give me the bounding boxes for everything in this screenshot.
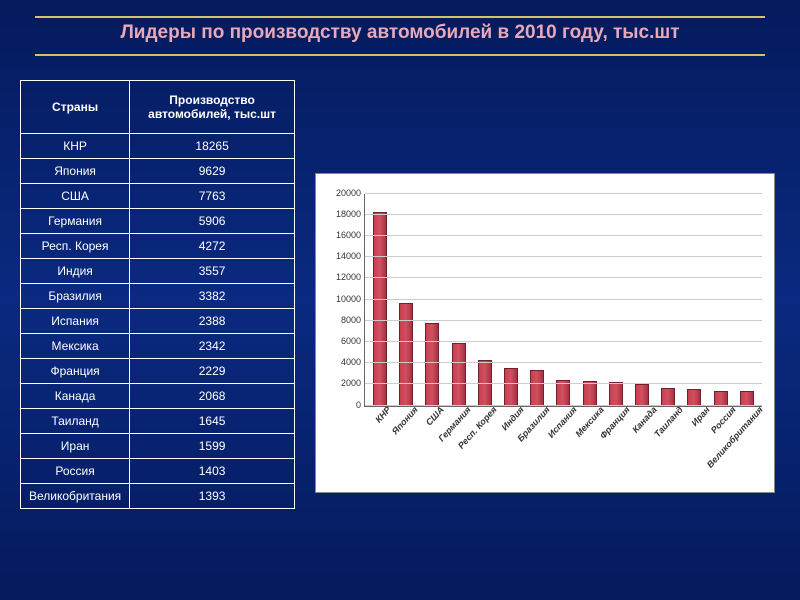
bar: [452, 343, 466, 406]
col-country: Страны: [21, 81, 130, 134]
y-tick-label: 20000: [336, 188, 365, 198]
table-row: Великобритания1393: [21, 484, 295, 509]
cell-value: 1645: [130, 409, 295, 434]
cell-value: 3382: [130, 284, 295, 309]
cell-country: Япония: [21, 159, 130, 184]
bar-group: [365, 194, 762, 406]
cell-value: 4272: [130, 234, 295, 259]
table-row: Франция2229: [21, 359, 295, 384]
cell-value: 3557: [130, 259, 295, 284]
cell-country: КНР: [21, 134, 130, 159]
cell-country: Россия: [21, 459, 130, 484]
y-tick-label: 12000: [336, 272, 365, 282]
col-value: Производство автомобилей, тыс.шт: [130, 81, 295, 134]
table-row: КНР18265: [21, 134, 295, 159]
x-axis-labels: КНРЯпонияСШАГерманияРесп. КореяИндияБраз…: [364, 407, 762, 492]
cell-value: 1599: [130, 434, 295, 459]
grid-line: 8000: [365, 320, 762, 321]
y-tick-label: 10000: [336, 294, 365, 304]
cell-country: Таиланд: [21, 409, 130, 434]
grid-line: 14000: [365, 256, 762, 257]
table-row: Индия3557: [21, 259, 295, 284]
title-rule-bottom: [35, 54, 765, 56]
cell-country: США: [21, 184, 130, 209]
grid-line: 10000: [365, 299, 762, 300]
chart-wrap: 0200040006000800010000120001400016000180…: [310, 80, 780, 585]
grid-line: 16000: [365, 235, 762, 236]
content-area: Страны Производство автомобилей, тыс.шт …: [20, 80, 780, 585]
title-rule-top: [35, 16, 765, 18]
table-row: Таиланд1645: [21, 409, 295, 434]
bar: [425, 323, 439, 405]
table-row: Германия5906: [21, 209, 295, 234]
cell-country: Респ. Корея: [21, 234, 130, 259]
table-row: Испания2388: [21, 309, 295, 334]
cell-value: 18265: [130, 134, 295, 159]
page-title: Лидеры по производству автомобилей в 201…: [0, 22, 800, 44]
cell-value: 2068: [130, 384, 295, 409]
cell-value: 1393: [130, 484, 295, 509]
bar: [373, 212, 387, 406]
y-tick-label: 14000: [336, 251, 365, 261]
data-table-wrap: Страны Производство автомобилей, тыс.шт …: [20, 80, 295, 585]
grid-line: 4000: [365, 362, 762, 363]
bar: [740, 391, 754, 406]
bar: [661, 388, 675, 405]
table-row: Мексика2342: [21, 334, 295, 359]
cell-value: 7763: [130, 184, 295, 209]
cell-value: 2388: [130, 309, 295, 334]
grid-line: 12000: [365, 277, 762, 278]
grid-line: 18000: [365, 214, 762, 215]
cell-country: Франция: [21, 359, 130, 384]
y-tick-label: 8000: [341, 315, 365, 325]
cell-value: 2229: [130, 359, 295, 384]
cell-country: Иран: [21, 434, 130, 459]
table-row: США7763: [21, 184, 295, 209]
grid-line: 6000: [365, 341, 762, 342]
data-table: Страны Производство автомобилей, тыс.шт …: [20, 80, 295, 509]
bar: [504, 368, 518, 406]
cell-country: Бразилия: [21, 284, 130, 309]
cell-country: Германия: [21, 209, 130, 234]
bar: [583, 381, 597, 406]
plot-area: 0200040006000800010000120001400016000180…: [364, 194, 762, 407]
table-row: Россия1403: [21, 459, 295, 484]
bar: [530, 370, 544, 406]
cell-country: Великобритания: [21, 484, 130, 509]
cell-value: 1403: [130, 459, 295, 484]
cell-country: Индия: [21, 259, 130, 284]
table-row: Канада2068: [21, 384, 295, 409]
bar: [609, 382, 623, 406]
cell-value: 5906: [130, 209, 295, 234]
cell-country: Канада: [21, 384, 130, 409]
cell-value: 2342: [130, 334, 295, 359]
bar: [714, 391, 728, 406]
table-header-row: Страны Производство автомобилей, тыс.шт: [21, 81, 295, 134]
cell-value: 9629: [130, 159, 295, 184]
cell-country: Мексика: [21, 334, 130, 359]
table-row: Япония9629: [21, 159, 295, 184]
y-tick-label: 18000: [336, 209, 365, 219]
y-tick-label: 6000: [341, 336, 365, 346]
y-tick-label: 4000: [341, 357, 365, 367]
table-row: Бразилия3382: [21, 284, 295, 309]
table-row: Респ. Корея4272: [21, 234, 295, 259]
bar-chart: 0200040006000800010000120001400016000180…: [315, 173, 775, 493]
grid-line: 20000: [365, 193, 762, 194]
bar: [635, 384, 649, 406]
bar: [687, 389, 701, 406]
table-row: Иран1599: [21, 434, 295, 459]
cell-country: Испания: [21, 309, 130, 334]
grid-line: 2000: [365, 383, 762, 384]
y-tick-label: 2000: [341, 378, 365, 388]
y-tick-label: 16000: [336, 230, 365, 240]
